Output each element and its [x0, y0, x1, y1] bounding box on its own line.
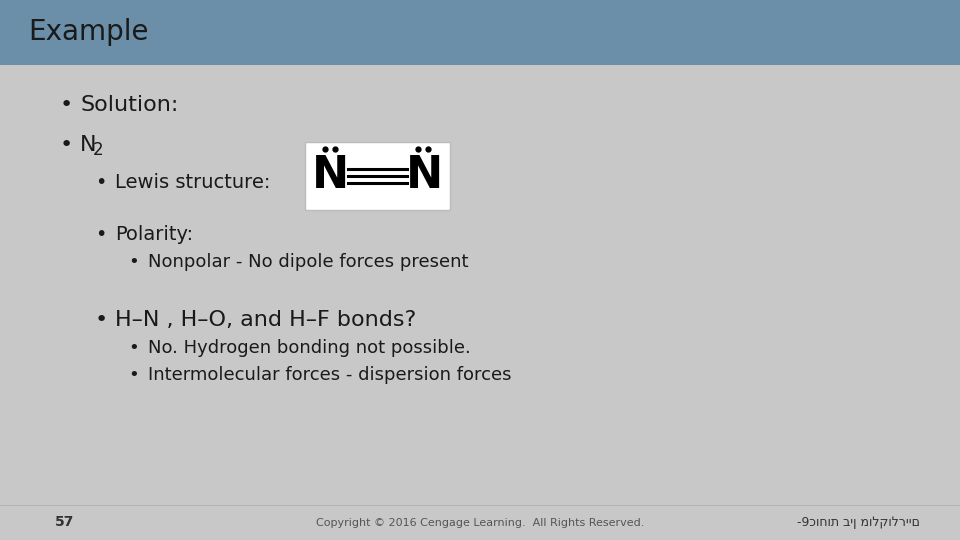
Text: Nonpolar - No dipole forces present: Nonpolar - No dipole forces present: [148, 253, 468, 271]
Text: •: •: [95, 226, 107, 245]
Text: Example: Example: [28, 18, 149, 46]
Text: N: N: [80, 135, 97, 155]
Text: •: •: [60, 95, 73, 115]
Text: -9כוחות בין מולקולריים: -9כוחות בין מולקולריים: [797, 516, 920, 529]
Bar: [0, 505, 960, 540]
Text: •: •: [60, 135, 73, 155]
Text: Copyright © 2016 Cengage Learning.  All Rights Reserved.: Copyright © 2016 Cengage Learning. All R…: [316, 517, 644, 528]
Bar: [0, 0, 960, 65]
Text: 57: 57: [55, 516, 74, 530]
Bar: [305, 142, 450, 210]
Text: •: •: [129, 253, 139, 271]
Text: N: N: [312, 154, 349, 198]
Text: N: N: [405, 154, 443, 198]
Text: No. Hydrogen bonding not possible.: No. Hydrogen bonding not possible.: [148, 339, 470, 357]
Text: H–N , H–O, and H–F bonds?: H–N , H–O, and H–F bonds?: [115, 310, 417, 330]
Text: 2: 2: [93, 141, 104, 159]
Text: •: •: [129, 366, 139, 384]
Text: Polarity:: Polarity:: [115, 226, 193, 245]
Text: •: •: [95, 172, 107, 192]
Text: Solution:: Solution:: [80, 95, 179, 115]
Text: •: •: [94, 310, 108, 330]
Text: Lewis structure:: Lewis structure:: [115, 172, 271, 192]
Text: Intermolecular forces - dispersion forces: Intermolecular forces - dispersion force…: [148, 366, 512, 384]
Text: •: •: [129, 339, 139, 357]
